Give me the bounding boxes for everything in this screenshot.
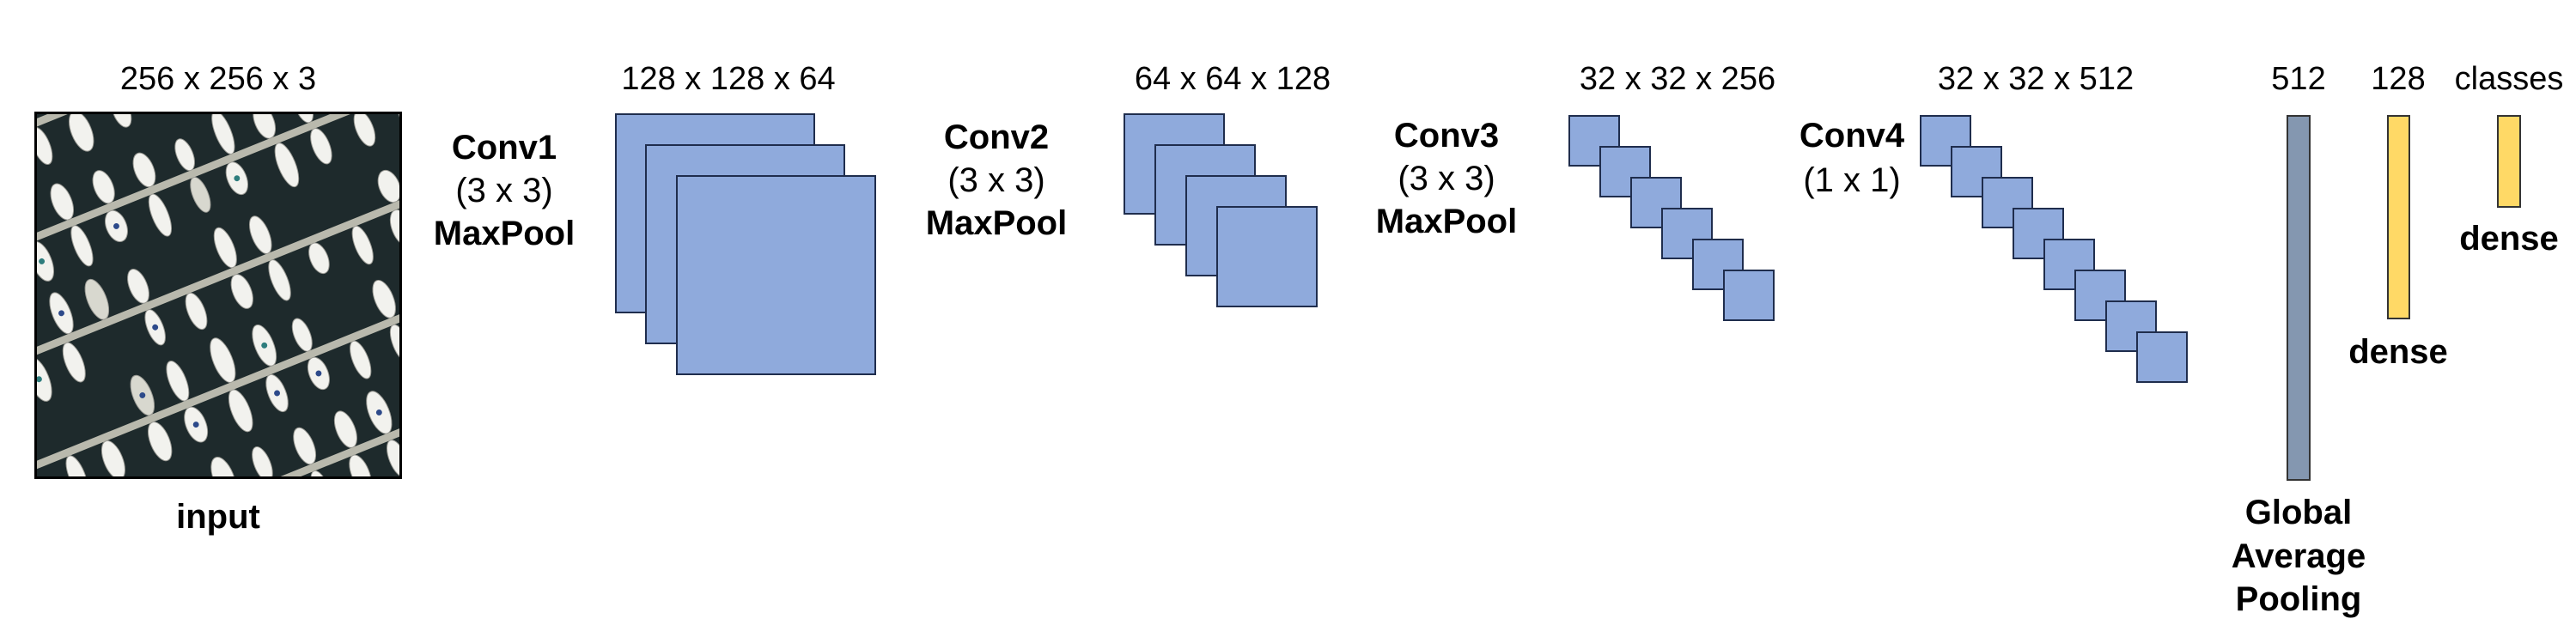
dense1-vector — [2387, 115, 2410, 319]
dense2-size-label: classes — [2454, 61, 2564, 97]
conv2-name: Conv2 — [943, 118, 1050, 156]
conv1-feature-map-3 — [676, 175, 876, 375]
conv4-name: Conv4 — [1799, 117, 1905, 155]
conv2-feature-map-4 — [1216, 206, 1318, 307]
gap-label-line-3: Pooling — [2235, 580, 2362, 618]
gap-label-line-2: Average — [2231, 537, 2366, 575]
gap-label-line-1: Global — [2244, 494, 2353, 531]
gap-size-label: 512 — [2271, 61, 2326, 97]
conv4-feature-map-6 — [2074, 270, 2126, 321]
conv2-kernel: (3 x 3) — [947, 161, 1045, 199]
conv4-output-dimension: 32 x 32 x 512 — [1937, 61, 2134, 97]
dense1-size-label: 128 — [2371, 61, 2426, 97]
conv3-pool: MaxPool — [1375, 203, 1518, 240]
conv4-feature-map-8 — [2136, 331, 2188, 383]
gap-vector — [2287, 115, 2311, 481]
dense1-label: dense — [2348, 333, 2448, 371]
conv3-kernel: (3 x 3) — [1398, 160, 1495, 197]
conv1-kernel: (3 x 3) — [455, 172, 553, 209]
conv3-feature-map-6 — [1723, 270, 1775, 321]
conv1-name: Conv1 — [451, 129, 557, 167]
conv3-output-dimension: 32 x 32 x 256 — [1579, 61, 1776, 97]
conv2-pool: MaxPool — [925, 204, 1068, 242]
conv2-output-dimension: 64 x 64 x 128 — [1134, 61, 1331, 97]
conv1-pool: MaxPool — [433, 215, 575, 252]
conv4-kernel: (1 x 1) — [1803, 161, 1901, 199]
conv3-name: Conv3 — [1393, 117, 1500, 155]
input-label: input — [176, 498, 260, 536]
input-dimension-label: 256 x 256 x 3 — [119, 61, 317, 97]
input-image — [34, 112, 402, 479]
dense2-vector — [2497, 115, 2521, 208]
conv1-output-dimension: 128 x 128 x 64 — [621, 61, 836, 97]
dense2-label: dense — [2459, 220, 2559, 258]
